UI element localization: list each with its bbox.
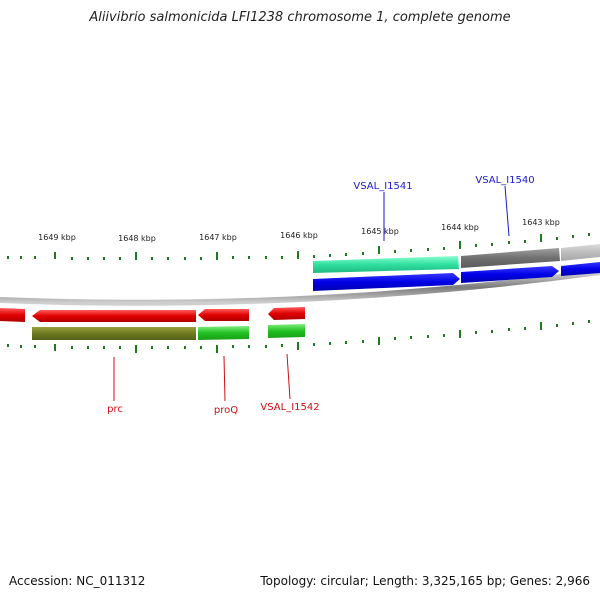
leader-vsal-i1542 [286, 353, 291, 400]
leader-vsal-i1540 [504, 185, 510, 237]
reverse-genes[interactable] [0, 307, 305, 340]
label-prc[interactable]: prc [107, 404, 123, 415]
label-vsal-i1542[interactable]: VSAL_I1542 [260, 402, 319, 413]
scale-label-1643: 1643 kbp [522, 218, 560, 227]
cds-blue-1[interactable] [313, 273, 460, 291]
cds-proq[interactable] [198, 309, 249, 321]
cds-vsal-i1542[interactable] [268, 307, 305, 320]
gene-prc[interactable] [32, 327, 196, 340]
scale-label-1645: 1645 kbp [361, 227, 399, 236]
cds-blue-3[interactable] [561, 262, 600, 276]
scale-label-1647: 1647 kbp [199, 233, 237, 242]
scale-label-1648: 1648 kbp [118, 234, 156, 243]
cds-prc[interactable] [32, 310, 196, 322]
gene-proq[interactable] [198, 326, 249, 340]
scale-label-1644: 1644 kbp [441, 223, 479, 232]
chromosome-backbone [0, 269, 600, 306]
gene-vsal-i1540[interactable] [461, 248, 560, 268]
accession-text: Accession: NC_011312 [9, 574, 146, 588]
forward-genes[interactable] [313, 244, 600, 291]
scale-label-1646: 1646 kbp [280, 231, 318, 240]
label-leaders [113, 185, 510, 402]
label-vsal-i1541[interactable]: VSAL_I1541 [353, 181, 412, 192]
forward-tick-track [7, 233, 590, 260]
leader-proq [223, 355, 226, 402]
label-proq[interactable]: proQ [214, 405, 238, 416]
gene-light-gray[interactable] [561, 244, 600, 261]
cds-blue-2[interactable] [461, 266, 559, 283]
reverse-tick-track [7, 320, 590, 353]
genome-title: Aliivibrio salmonicida LFI1238 chromosom… [89, 10, 511, 25]
genome-summary-text: Topology: circular; Length: 3,325,165 bp… [260, 574, 590, 588]
gene-vsal-i1542[interactable] [268, 324, 305, 338]
label-vsal-i1540[interactable]: VSAL_I1540 [475, 175, 534, 186]
gene-vsal-i1541[interactable] [313, 256, 459, 273]
scale-labels: 1649 kbp 1648 kbp 1647 kbp 1646 kbp 1645… [38, 218, 560, 243]
gene-labels: VSAL_I1541 VSAL_I1540 prc proQ VSAL_I154… [107, 175, 534, 416]
cds-red-left[interactable] [0, 308, 25, 322]
scale-label-1649: 1649 kbp [38, 233, 76, 242]
